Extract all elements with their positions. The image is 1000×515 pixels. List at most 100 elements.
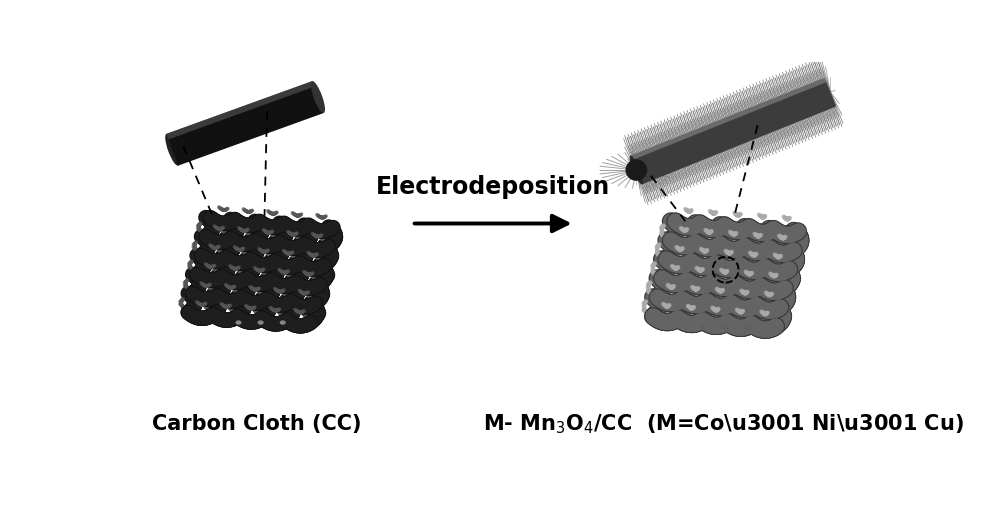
Ellipse shape: [300, 239, 309, 249]
Ellipse shape: [739, 241, 750, 251]
Ellipse shape: [726, 298, 737, 308]
Ellipse shape: [726, 298, 737, 308]
Ellipse shape: [652, 292, 663, 302]
Polygon shape: [166, 81, 314, 140]
Ellipse shape: [677, 294, 687, 304]
Ellipse shape: [746, 319, 757, 329]
Ellipse shape: [237, 293, 246, 302]
Ellipse shape: [250, 236, 259, 245]
Ellipse shape: [701, 296, 712, 306]
Ellipse shape: [759, 262, 770, 272]
Ellipse shape: [779, 283, 790, 293]
Ellipse shape: [311, 298, 320, 307]
Ellipse shape: [722, 317, 732, 327]
Ellipse shape: [681, 275, 692, 285]
Ellipse shape: [771, 320, 781, 331]
Ellipse shape: [286, 297, 295, 305]
Ellipse shape: [690, 237, 701, 248]
Ellipse shape: [242, 274, 251, 283]
Ellipse shape: [291, 278, 300, 286]
Ellipse shape: [282, 316, 291, 324]
Ellipse shape: [666, 235, 676, 246]
Ellipse shape: [275, 238, 284, 247]
Ellipse shape: [237, 293, 246, 302]
Ellipse shape: [188, 289, 197, 298]
Ellipse shape: [722, 317, 732, 327]
Ellipse shape: [661, 254, 672, 265]
Ellipse shape: [262, 295, 271, 303]
Ellipse shape: [306, 317, 315, 327]
Ellipse shape: [755, 281, 766, 291]
Ellipse shape: [250, 236, 259, 245]
Ellipse shape: [706, 277, 716, 287]
Ellipse shape: [686, 256, 696, 266]
Ellipse shape: [661, 254, 672, 265]
Ellipse shape: [184, 308, 193, 317]
Polygon shape: [631, 78, 826, 160]
Ellipse shape: [715, 239, 725, 249]
Ellipse shape: [233, 312, 242, 321]
Ellipse shape: [626, 159, 647, 181]
Ellipse shape: [242, 274, 251, 283]
Ellipse shape: [286, 297, 295, 305]
Ellipse shape: [258, 320, 264, 325]
Ellipse shape: [706, 277, 716, 287]
Ellipse shape: [217, 272, 226, 281]
Ellipse shape: [226, 234, 235, 243]
Ellipse shape: [208, 310, 217, 319]
Ellipse shape: [697, 315, 708, 325]
Ellipse shape: [652, 292, 663, 302]
Ellipse shape: [246, 255, 255, 264]
Ellipse shape: [266, 276, 275, 285]
Ellipse shape: [304, 220, 313, 230]
Ellipse shape: [697, 315, 708, 325]
Text: Carbon Cloth (CC): Carbon Cloth (CC): [152, 414, 362, 434]
Ellipse shape: [722, 325, 729, 330]
Ellipse shape: [222, 253, 231, 262]
Ellipse shape: [226, 234, 235, 243]
Ellipse shape: [715, 239, 725, 249]
Ellipse shape: [701, 296, 712, 306]
Polygon shape: [631, 78, 836, 184]
Ellipse shape: [315, 280, 324, 288]
Ellipse shape: [739, 241, 750, 251]
Ellipse shape: [291, 278, 300, 286]
Ellipse shape: [257, 314, 266, 322]
Ellipse shape: [775, 301, 786, 312]
Ellipse shape: [300, 239, 309, 249]
Ellipse shape: [280, 320, 286, 325]
Ellipse shape: [275, 238, 284, 247]
Ellipse shape: [735, 260, 745, 270]
Ellipse shape: [208, 310, 217, 319]
Ellipse shape: [672, 313, 683, 323]
Ellipse shape: [755, 281, 766, 291]
Ellipse shape: [233, 312, 242, 321]
Ellipse shape: [746, 319, 757, 329]
Ellipse shape: [677, 294, 687, 304]
Ellipse shape: [217, 272, 226, 281]
Ellipse shape: [311, 81, 325, 113]
Ellipse shape: [657, 273, 667, 284]
Ellipse shape: [201, 232, 210, 241]
Ellipse shape: [184, 308, 193, 317]
Ellipse shape: [255, 217, 264, 226]
Ellipse shape: [324, 242, 333, 250]
Ellipse shape: [213, 291, 222, 300]
Ellipse shape: [764, 243, 774, 253]
Ellipse shape: [222, 253, 231, 262]
Ellipse shape: [768, 224, 779, 234]
Ellipse shape: [271, 256, 280, 266]
Ellipse shape: [730, 279, 741, 289]
Ellipse shape: [751, 300, 761, 310]
Ellipse shape: [279, 219, 288, 228]
Ellipse shape: [730, 279, 741, 289]
Ellipse shape: [657, 273, 667, 284]
Ellipse shape: [719, 220, 730, 230]
Ellipse shape: [230, 215, 239, 224]
Ellipse shape: [630, 156, 643, 184]
Ellipse shape: [648, 311, 659, 321]
Ellipse shape: [681, 275, 692, 285]
Ellipse shape: [266, 276, 275, 285]
Ellipse shape: [271, 256, 280, 266]
Ellipse shape: [193, 270, 202, 279]
